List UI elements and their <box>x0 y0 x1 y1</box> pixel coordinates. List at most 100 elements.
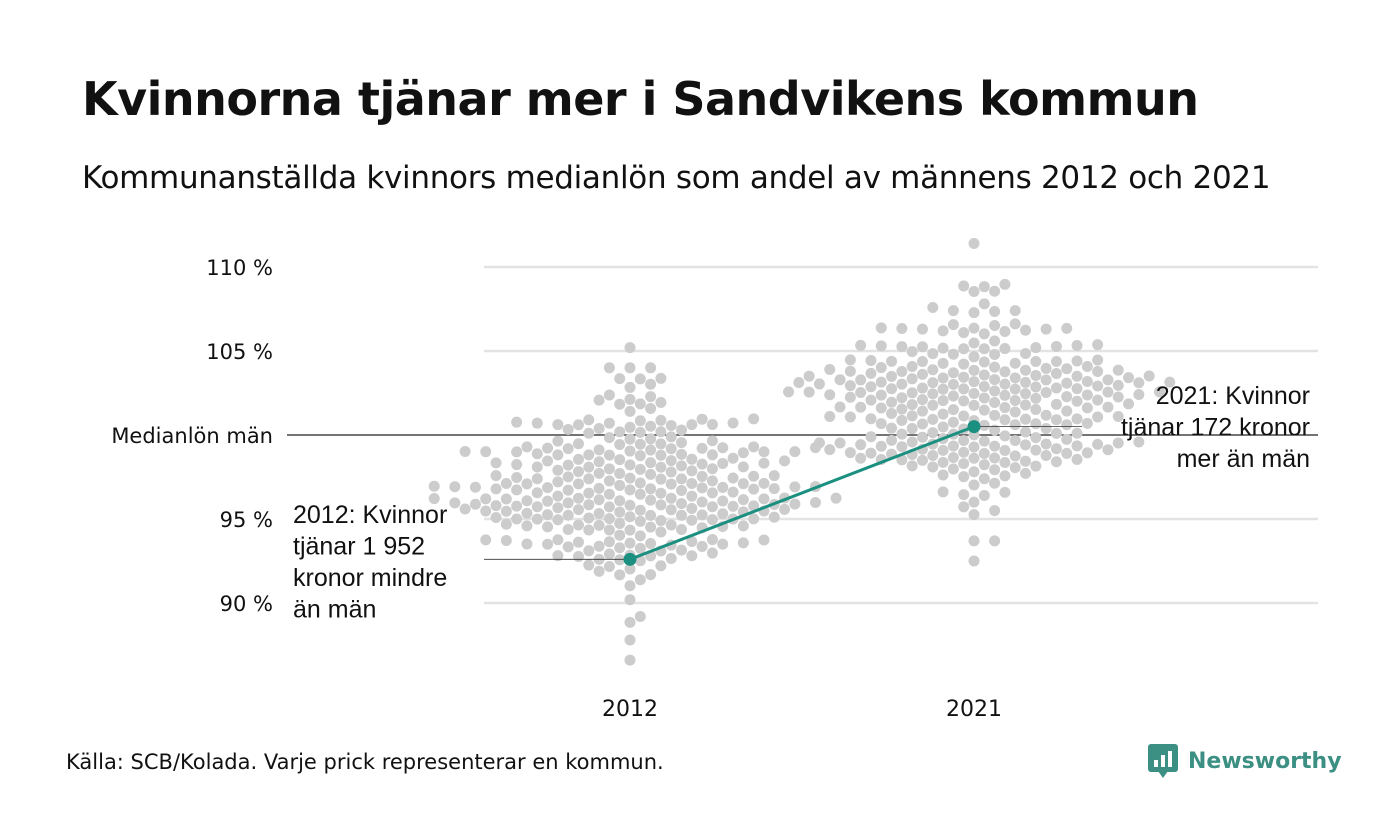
municipality-dot <box>562 484 574 496</box>
municipality-dot <box>676 473 688 485</box>
municipality-dot <box>717 538 729 550</box>
municipality-dot <box>603 463 615 475</box>
municipality-dot <box>593 444 605 456</box>
municipality-dot <box>989 505 1001 517</box>
municipality-dot <box>844 411 856 423</box>
municipality-dot <box>1164 376 1176 388</box>
municipality-dot <box>1133 377 1145 389</box>
municipality-dot <box>916 368 928 380</box>
municipality-dot <box>727 417 739 429</box>
municipality-dot <box>676 485 688 497</box>
municipality-dot <box>614 542 626 554</box>
municipality-dot <box>1133 389 1145 401</box>
municipality-dot <box>634 426 646 438</box>
municipality-dot <box>500 535 512 547</box>
municipality-dot <box>634 477 646 489</box>
municipality-dot <box>665 455 677 467</box>
chart-title: Kvinnorna tjänar mer i Sandvikens kommun <box>82 72 1199 126</box>
municipality-dot <box>624 405 636 417</box>
highlight-line <box>629 425 975 561</box>
municipality-dot <box>844 354 856 366</box>
municipality-dot <box>593 519 605 531</box>
municipality-dot <box>906 423 918 435</box>
municipality-dot <box>727 452 739 464</box>
municipality-dot <box>1020 324 1032 336</box>
municipality-dot <box>706 418 718 430</box>
municipality-dot <box>830 492 842 504</box>
municipality-dot <box>552 534 564 546</box>
municipality-dot <box>706 435 718 447</box>
municipality-dot <box>989 306 1001 318</box>
municipality-dot <box>748 470 760 482</box>
municipality-dot <box>459 503 471 515</box>
annotations: 2012: Kvinnor tjänar 1 952 kronor mindre än… <box>293 382 1310 624</box>
municipality-dot <box>511 484 523 496</box>
municipality-dot <box>634 415 646 427</box>
municipality-dot <box>634 574 646 586</box>
municipality-dot <box>968 535 980 547</box>
municipality-dot <box>1050 356 1062 368</box>
logo-text: Newsworthy <box>1188 748 1342 774</box>
municipality-dot <box>624 445 636 457</box>
municipality-dot <box>624 362 636 374</box>
municipality-dot <box>865 431 877 443</box>
municipality-dot <box>480 505 492 517</box>
municipality-dot <box>542 482 554 494</box>
municipality-dot <box>1123 398 1135 410</box>
municipality-dot <box>937 325 949 337</box>
municipality-dot <box>521 520 533 532</box>
municipality-dot <box>645 362 657 374</box>
municipality-dot <box>583 524 595 536</box>
municipality-dot <box>614 398 626 410</box>
municipality-dot <box>500 477 512 489</box>
municipality-dot <box>748 441 760 453</box>
municipality-dot <box>947 348 959 360</box>
municipality-dot <box>844 391 856 403</box>
municipality-dot <box>886 396 898 408</box>
municipality-dot <box>1071 395 1083 407</box>
municipality-dot <box>583 414 595 426</box>
municipality-dot <box>999 366 1011 378</box>
municipality-dot <box>500 505 512 517</box>
municipality-dot <box>1020 413 1032 425</box>
municipality-dot <box>1061 433 1073 445</box>
municipality-dot <box>542 521 554 533</box>
municipality-dot <box>968 237 980 249</box>
municipality-dot <box>789 446 801 458</box>
municipality-dot <box>927 399 939 411</box>
municipality-dot <box>896 366 908 378</box>
municipality-dot <box>768 470 780 482</box>
municipality-dot <box>490 483 502 495</box>
municipality-dot <box>978 328 990 340</box>
municipality-dot <box>927 348 939 360</box>
municipality-dot <box>542 538 554 550</box>
municipality-dot <box>665 504 677 516</box>
municipality-dot <box>676 509 688 521</box>
municipality-dot <box>999 486 1011 498</box>
municipality-dot <box>999 470 1011 482</box>
municipality-dot <box>696 470 708 482</box>
municipality-dot <box>552 435 564 447</box>
municipality-dot <box>1112 364 1124 376</box>
municipality-dot <box>968 496 980 508</box>
municipality-dot <box>572 419 584 431</box>
municipality-dot <box>614 495 626 507</box>
municipality-dot <box>624 381 636 393</box>
municipality-dot <box>1009 305 1021 317</box>
municipality-dot <box>1030 444 1042 456</box>
municipality-dot <box>1040 323 1052 335</box>
municipality-dot <box>614 479 626 491</box>
annotation-2012-line: än män <box>293 596 376 624</box>
newsworthy-logo[interactable]: Newsworthy <box>1148 744 1342 778</box>
municipality-dot <box>634 438 646 450</box>
municipality-dot <box>624 616 636 628</box>
municipality-dot <box>789 481 801 493</box>
municipality-dot <box>624 634 636 646</box>
municipality-dot <box>989 424 1001 436</box>
municipality-dot <box>614 517 626 529</box>
municipality-dot <box>1112 379 1124 391</box>
municipality-dot <box>958 458 970 470</box>
x-tick-label: 2012 <box>602 697 658 722</box>
municipality-dot <box>603 513 615 525</box>
municipality-dot <box>686 419 698 431</box>
